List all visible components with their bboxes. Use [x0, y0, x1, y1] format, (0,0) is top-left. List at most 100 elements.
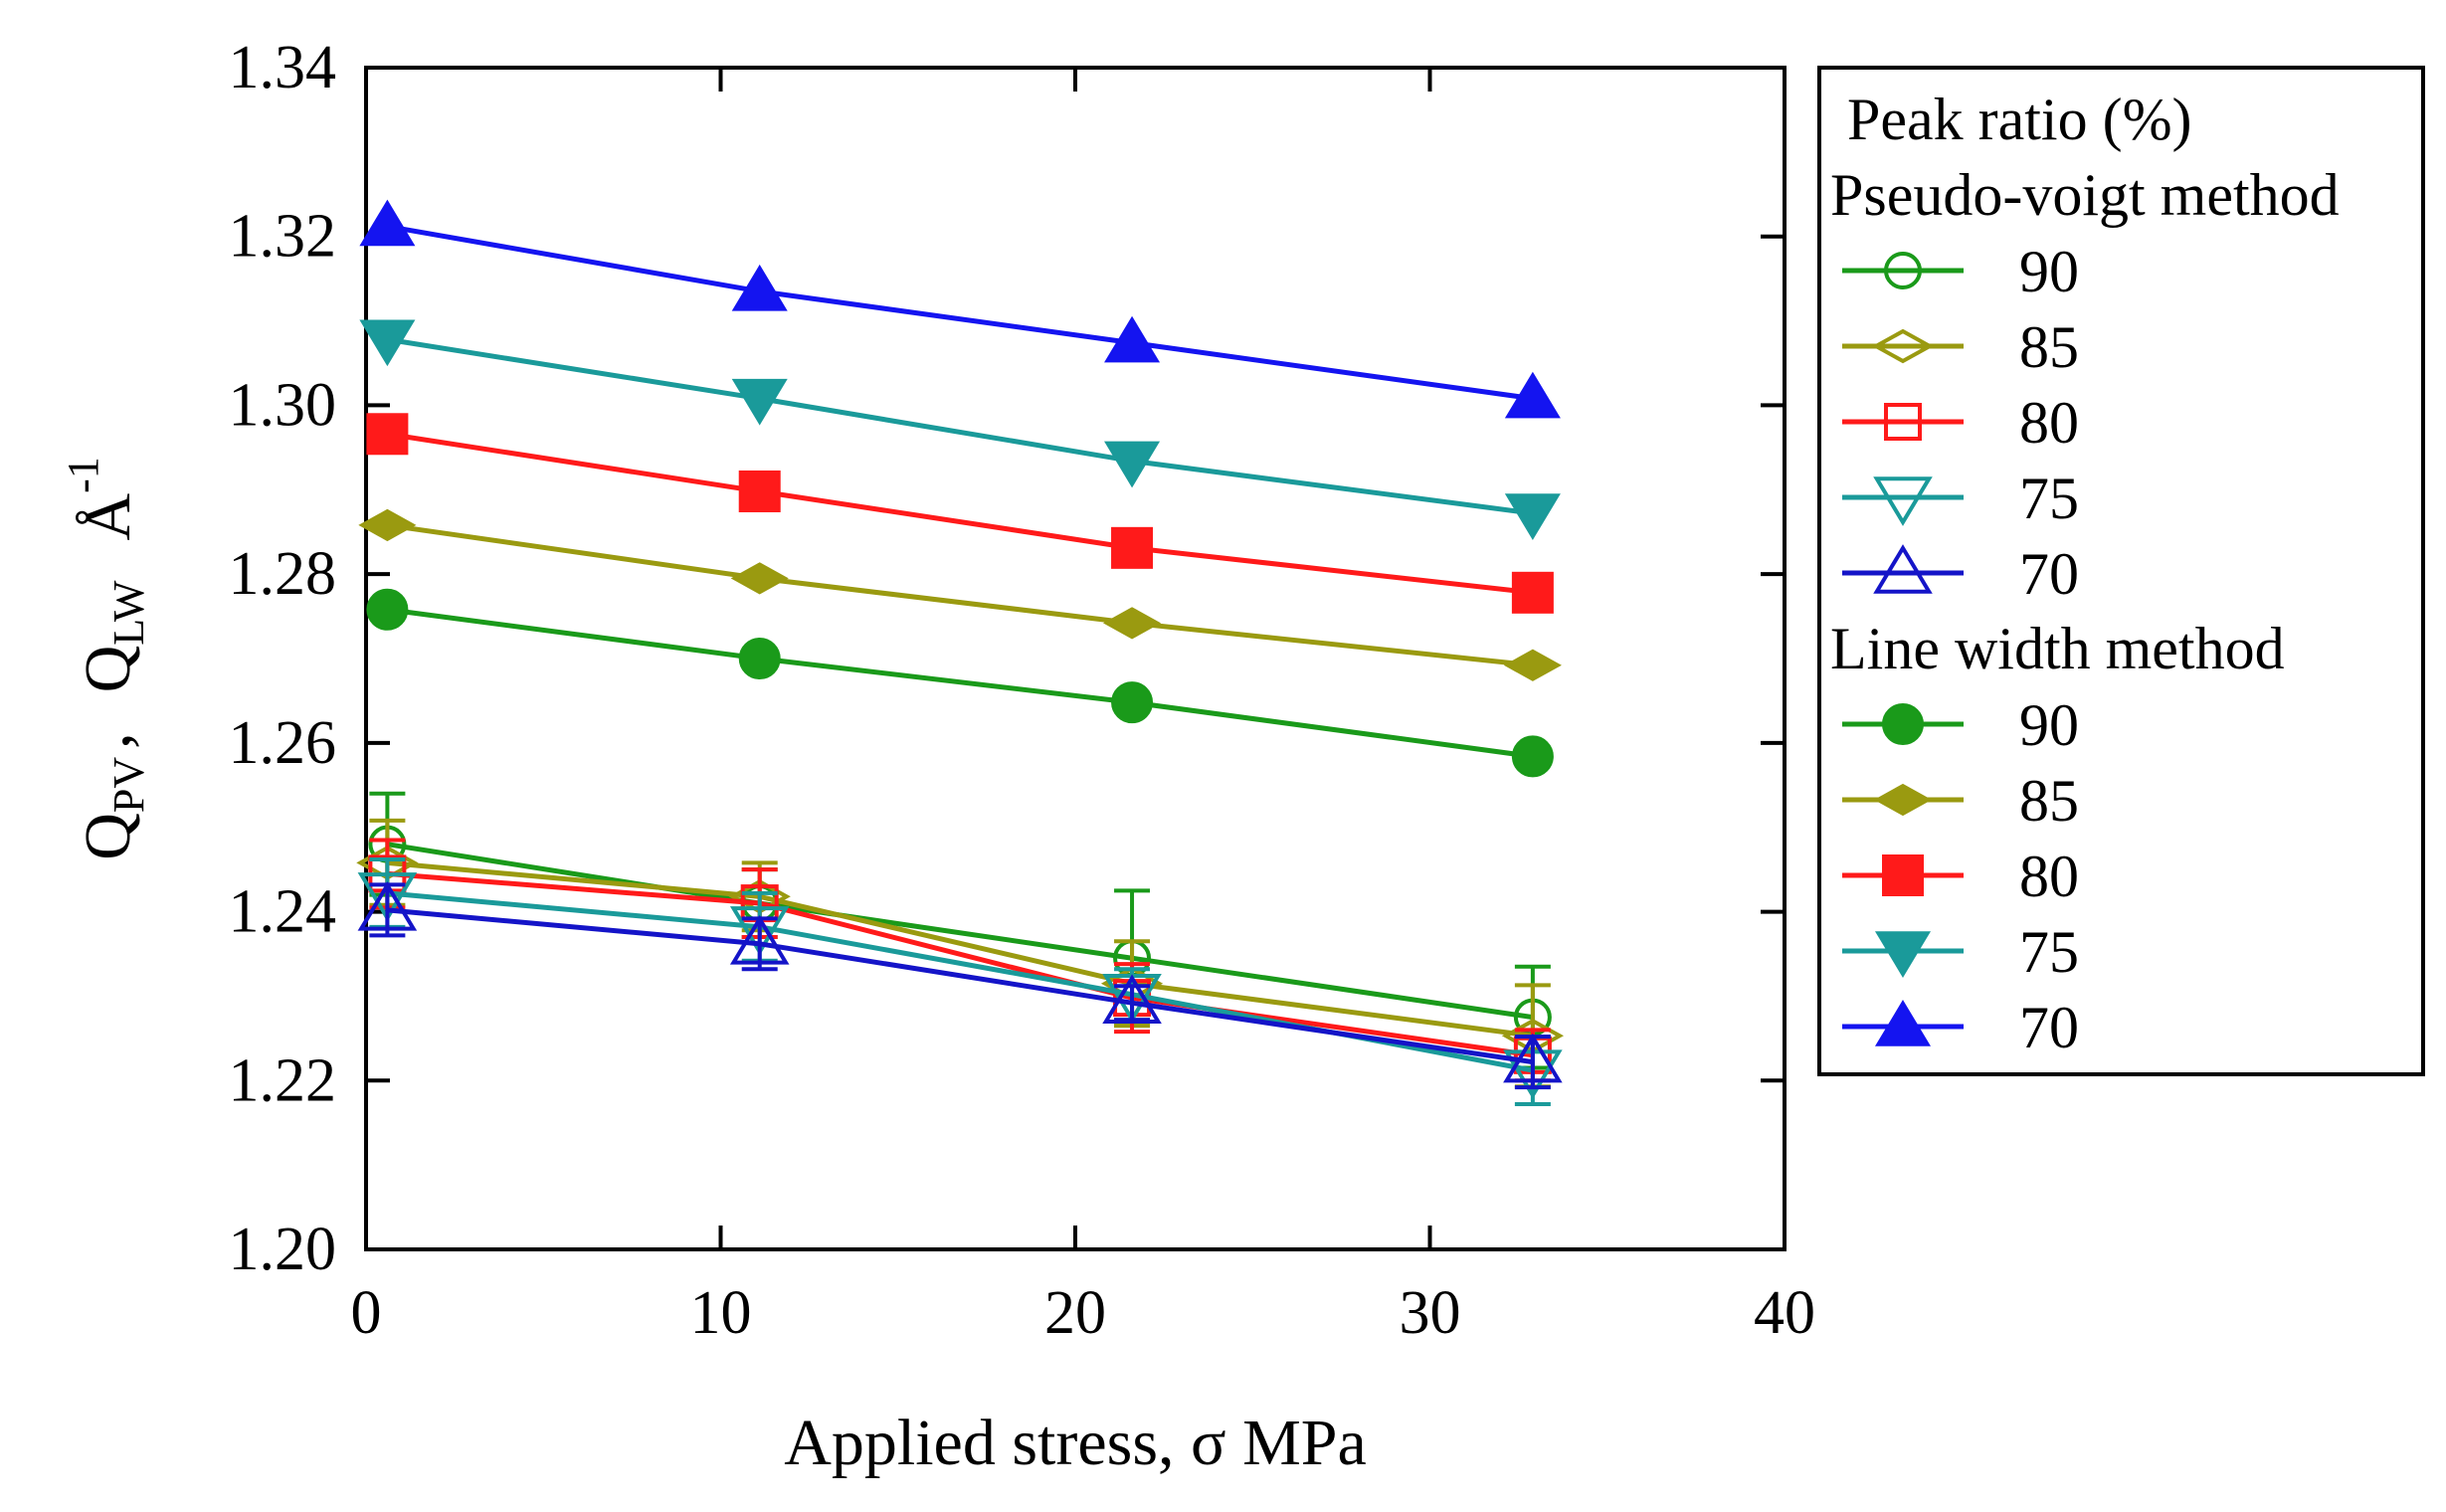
series-line-width-70 [359, 199, 1561, 419]
legend-entry: 70 [1842, 541, 2079, 607]
legend-marker [1871, 328, 1935, 364]
legend-marker [1873, 476, 1933, 526]
data-point [1504, 493, 1561, 540]
y-label-q1: Q [72, 813, 144, 860]
y-tick-label: 1.20 [229, 1216, 337, 1283]
series-line [387, 431, 1534, 596]
legend-entry: 80 [1842, 390, 2079, 456]
y-tick-label: 1.28 [229, 540, 337, 608]
series-line [387, 522, 1534, 668]
x-tick-label: 40 [1754, 1279, 1815, 1347]
legend-marker [1884, 403, 1922, 441]
legend-entry: 90 [1842, 692, 2079, 758]
series-line [387, 870, 1534, 1058]
series-layer [356, 199, 1565, 1107]
series-line [386, 336, 1534, 516]
legend-label: 85 [2019, 768, 2079, 834]
data-point [1111, 526, 1154, 569]
data-point [359, 199, 416, 247]
data-point [1104, 315, 1161, 363]
y-label-q2: Q [72, 646, 144, 693]
legend-marker [1874, 1000, 1932, 1046]
x-tick-label: 10 [690, 1279, 752, 1347]
y-label-unit-sup: -1 [59, 457, 107, 493]
legend-entry: 90 [1842, 239, 2079, 304]
axis-ticks: 0 10 20 30 40 1.20 1.22 1.24 1.26 1.28 1.30 1.32 1.3… [229, 34, 1816, 1347]
data-point [738, 638, 781, 679]
data-point [729, 906, 790, 956]
data-point [738, 470, 781, 512]
legend-label: 80 [2019, 844, 2079, 909]
legend-label: 80 [2019, 390, 2079, 456]
x-axis-label: Applied stress, σ MPa [784, 1407, 1367, 1479]
y-tick-label: 1.26 [229, 709, 337, 777]
legend-label: 85 [2019, 314, 2079, 380]
legend-label: 90 [2019, 239, 2079, 304]
series-pseudo-voigt-75 [357, 856, 1563, 1107]
legend-entry: 75 [1842, 466, 2079, 531]
x-tick-label: 0 [351, 1279, 382, 1347]
data-point [358, 508, 417, 542]
y-tick-label: 1.24 [229, 878, 337, 946]
x-tick-label: 30 [1400, 1279, 1461, 1347]
legend-marker [1873, 544, 1933, 594]
data-point [366, 413, 409, 456]
legend: Peak ratio (%) Pseudo-voigt method Line … [1817, 66, 2425, 1076]
plot-area-frame [364, 66, 1787, 1251]
data-point [1501, 1019, 1565, 1053]
series-line-width-85 [358, 508, 1562, 681]
data-point [366, 588, 409, 631]
data-point [1503, 649, 1562, 681]
data-point [359, 319, 416, 367]
legend-label: 70 [2019, 995, 2079, 1060]
y-tick-label: 1.22 [229, 1046, 337, 1114]
data-point [729, 914, 790, 965]
y-tick-label: 1.30 [229, 371, 337, 439]
series-line-width-80 [366, 413, 1554, 614]
legend-label: 75 [2019, 466, 2079, 531]
y-axis-label: QPV,QLWÅ-1 [59, 457, 153, 860]
legend-marker [1873, 783, 1933, 817]
data-point [1111, 681, 1154, 724]
legend-label: 70 [2019, 541, 2079, 607]
series-pseudo-voigt-90 [368, 791, 1552, 1070]
y-tick-label: 1.32 [229, 203, 337, 271]
legend-marker [1882, 703, 1924, 745]
legend-entry: 70 [1842, 995, 2079, 1060]
y-label-unit: Å [72, 493, 144, 541]
y-label-q1-sub: PV [104, 757, 153, 813]
series-line [386, 224, 1534, 402]
data-point [731, 378, 788, 426]
legend-entry: 85 [1842, 768, 2079, 834]
series-line [387, 890, 1534, 1073]
legend-label: 75 [2019, 919, 2079, 985]
data-point [1503, 1033, 1563, 1083]
series-line-width-90 [366, 588, 1554, 778]
legend-title: Peak ratio (%) [1847, 87, 2192, 152]
series-line [387, 859, 1534, 1039]
legend-entry: 85 [1842, 314, 2079, 380]
legend-entry: 80 [1842, 844, 2079, 909]
data-point [1511, 571, 1554, 614]
series-line [387, 607, 1534, 759]
data-point [357, 872, 418, 922]
data-point [357, 880, 418, 931]
series-line-width-75 [359, 319, 1561, 540]
data-point [1102, 607, 1162, 640]
legend-entry: 75 [1842, 919, 2079, 985]
data-point [731, 264, 788, 311]
legend-marker [1882, 854, 1924, 896]
legend-label: 90 [2019, 692, 2079, 758]
svg-text:QPV,QLWÅ-1: QPV,QLWÅ-1 [59, 457, 153, 860]
data-point [1504, 371, 1561, 419]
legend-marker [1884, 252, 1922, 289]
y-label-q2-sub: LW [104, 580, 153, 646]
y-label-comma: , [72, 732, 144, 749]
data-point [1511, 735, 1554, 778]
data-point [1104, 441, 1161, 488]
data-point [730, 562, 789, 595]
legend-marker [1874, 931, 1932, 978]
legend-group-pseudo-voigt: Pseudo-voigt method [1830, 162, 2340, 228]
x-tick-label: 20 [1044, 1279, 1106, 1347]
